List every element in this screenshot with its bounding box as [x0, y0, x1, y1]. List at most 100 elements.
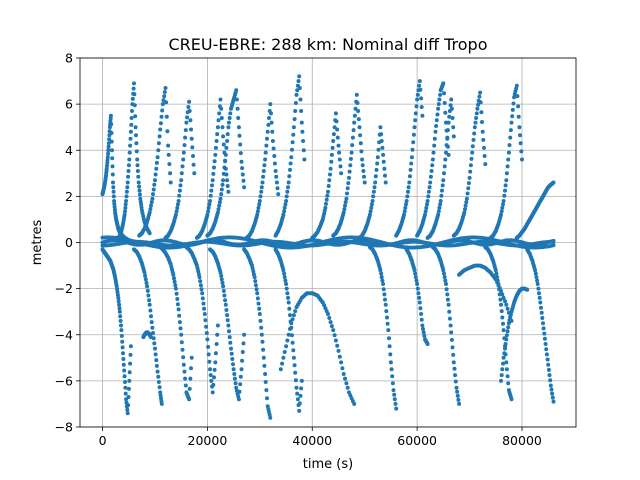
data-point — [536, 286, 541, 291]
data-point — [437, 205, 442, 210]
data-point — [172, 276, 176, 281]
data-point — [506, 157, 511, 162]
data-point — [118, 314, 123, 319]
data-point — [241, 341, 246, 346]
data-point — [150, 196, 155, 201]
data-point — [328, 166, 333, 171]
data-point — [111, 180, 115, 185]
data-point — [213, 145, 218, 150]
data-point — [270, 139, 275, 143]
data-point — [219, 277, 224, 282]
data-point — [152, 182, 157, 187]
data-point — [168, 180, 173, 185]
data-point — [301, 148, 306, 153]
data-point — [172, 279, 177, 284]
data-point — [415, 282, 420, 286]
data-point — [202, 312, 207, 316]
data-point — [242, 332, 247, 337]
data-point — [436, 102, 441, 107]
data-point — [215, 323, 220, 328]
data-point — [423, 212, 427, 217]
data-point — [465, 191, 470, 196]
data-point — [438, 199, 443, 203]
data-point — [154, 166, 159, 171]
data-point — [295, 397, 300, 402]
data-point — [265, 136, 269, 141]
data-point — [393, 401, 398, 406]
x-tick-label: 40000 — [292, 433, 332, 448]
data-point — [502, 193, 507, 198]
data-point — [126, 169, 131, 173]
data-point — [206, 344, 211, 349]
data-point — [417, 79, 422, 84]
x-axis-label: time (s) — [303, 457, 353, 472]
data-point — [236, 125, 241, 130]
data-point — [331, 139, 336, 143]
data-point — [225, 139, 230, 143]
data-point — [258, 318, 263, 323]
data-point — [405, 194, 410, 199]
data-point — [426, 189, 431, 194]
data-point — [445, 292, 450, 297]
data-point — [425, 199, 430, 203]
data-point — [189, 127, 193, 132]
data-point — [434, 118, 439, 123]
data-point — [215, 125, 220, 130]
data-point — [329, 152, 334, 157]
data-point — [503, 346, 507, 351]
data-point — [281, 355, 286, 360]
data-point — [205, 212, 210, 217]
data-point — [111, 185, 116, 190]
data-point — [383, 302, 388, 307]
x-tick-label: 0 — [99, 433, 107, 448]
data-point — [478, 90, 483, 95]
data-point — [187, 386, 192, 391]
data-point — [168, 171, 173, 176]
data-point — [509, 397, 514, 402]
data-point — [463, 207, 467, 212]
data-point — [150, 325, 155, 330]
data-point — [135, 157, 140, 162]
data-point — [282, 271, 287, 276]
data-point — [208, 199, 212, 203]
data-point — [389, 367, 394, 372]
data-point — [240, 172, 245, 177]
data-point — [368, 209, 373, 214]
data-point — [145, 288, 150, 293]
data-point — [518, 141, 523, 146]
data-point — [188, 118, 193, 123]
data-point — [468, 163, 473, 168]
data-point — [125, 411, 130, 416]
data-point — [338, 164, 343, 169]
data-point — [334, 119, 339, 124]
data-point — [258, 194, 263, 199]
data-point — [481, 137, 486, 142]
data-point — [159, 401, 164, 406]
data-point — [441, 178, 446, 183]
data-point — [252, 275, 257, 280]
data-point — [413, 118, 418, 123]
data-point — [442, 271, 446, 276]
data-point — [226, 125, 231, 130]
y-tick-label: 2 — [65, 189, 73, 204]
data-point — [127, 150, 132, 155]
data-point — [229, 346, 233, 351]
data-point — [375, 155, 380, 160]
data-point — [180, 164, 185, 169]
data-point — [407, 180, 412, 185]
data-point — [327, 178, 332, 183]
data-point — [442, 171, 446, 176]
data-point — [121, 357, 126, 361]
data-point — [121, 351, 125, 356]
data-point — [227, 120, 231, 125]
data-point — [379, 271, 384, 276]
data-point — [123, 391, 128, 396]
data-point — [126, 238, 131, 243]
data-point — [544, 352, 549, 357]
data-point — [545, 357, 550, 362]
data-point — [444, 143, 449, 148]
data-point — [329, 159, 334, 164]
data-point — [414, 104, 419, 109]
data-point — [417, 83, 422, 88]
data-point — [186, 105, 191, 109]
